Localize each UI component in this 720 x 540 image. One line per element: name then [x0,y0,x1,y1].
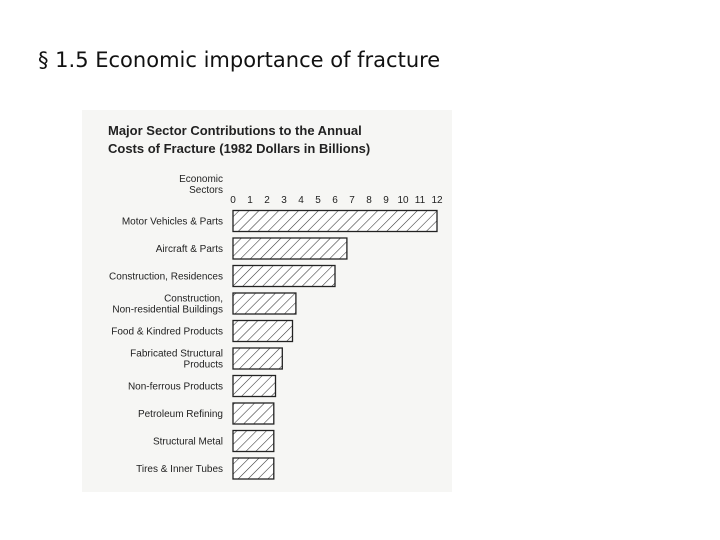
bar [232,347,283,370]
bar [232,374,277,398]
chart-title-line: Major Sector Contributions to the Annual [108,123,362,138]
x-tick-label: 8 [366,195,372,206]
bar [232,402,275,425]
x-tick-label: 2 [264,195,270,206]
category-label: Food & Kindred Products [111,327,223,338]
x-tick-label: 11 [415,195,426,206]
x-tick-label: 5 [315,195,321,206]
bar [232,209,438,233]
x-tick-label: 6 [332,195,338,206]
category-label: Non-ferrous Products [128,382,223,393]
x-tick-label: 3 [281,195,287,206]
x-tick-label: 1 [247,195,253,206]
bar [232,429,275,453]
bar-chart: Major Sector Contributions to the Annual… [108,123,443,480]
chart-title-line: Costs of Fracture (1982 Dollars in Billi… [108,141,370,156]
category-label: Products [184,360,223,371]
category-label: Non-residential Buildings [112,305,223,316]
category-label: Motor Vehicles & Parts [122,217,223,228]
category-label: Construction, Residences [109,272,223,283]
category-label: Aircraft & Parts [156,244,223,255]
category-label: Fabricated Structural [130,349,223,360]
bar [232,264,336,288]
x-tick-label: 4 [298,195,304,206]
bar [232,237,348,260]
chart-figure: Major Sector Contributions to the Annual… [82,110,452,492]
bar [232,292,297,315]
x-tick-label: 7 [349,195,355,206]
category-label: Construction, [164,294,223,305]
bar [232,457,275,480]
bar [232,319,294,343]
category-label: Structural Metal [153,437,223,448]
x-tick-label: 10 [397,195,409,206]
category-axis-label: Economic [179,174,223,185]
category-axis-label: Sectors [189,185,223,196]
x-tick-label: 12 [431,195,443,206]
x-tick-label: 0 [230,195,236,206]
category-label: Tires & Inner Tubes [136,464,223,475]
category-label: Petroleum Refining [138,409,223,420]
slide-title: § 1.5 Economic importance of fracture [38,48,441,72]
x-tick-label: 9 [383,195,389,206]
